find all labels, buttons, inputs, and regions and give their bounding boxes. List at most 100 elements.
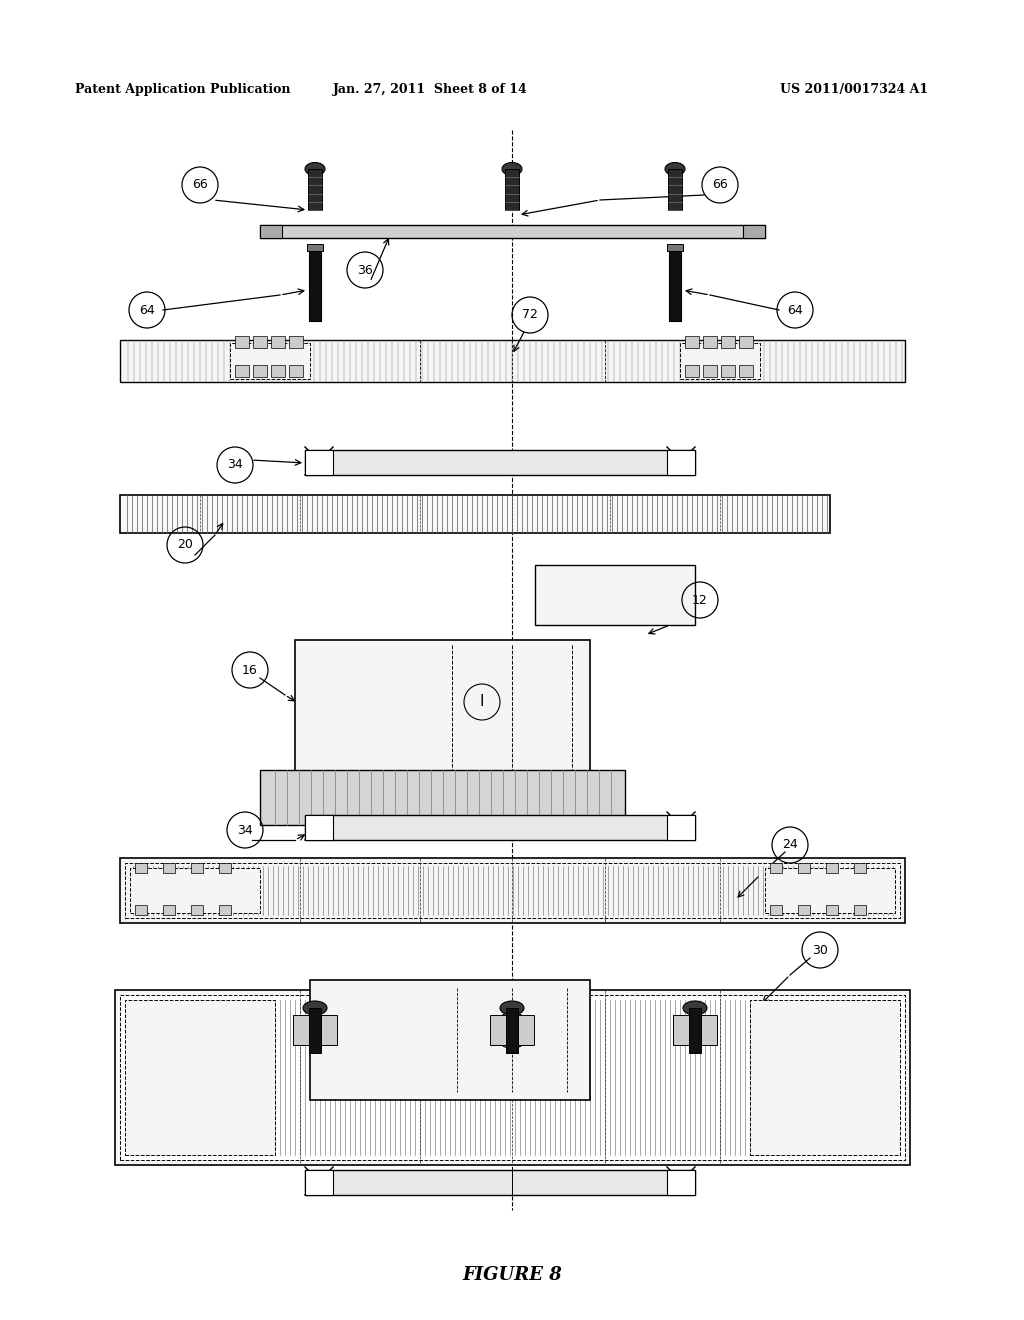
Bar — [191, 906, 203, 915]
Bar — [667, 1170, 695, 1195]
Bar — [490, 1015, 506, 1045]
Bar — [798, 863, 810, 873]
Bar — [505, 169, 519, 210]
Ellipse shape — [502, 162, 522, 176]
Text: 64: 64 — [787, 304, 803, 317]
Bar — [826, 906, 838, 915]
Bar — [535, 565, 695, 624]
Ellipse shape — [665, 162, 685, 176]
Bar — [506, 1008, 518, 1053]
Text: 24: 24 — [782, 838, 798, 851]
Bar — [289, 366, 303, 378]
Bar — [305, 814, 695, 840]
Bar — [309, 1008, 321, 1053]
Bar — [260, 224, 282, 238]
Bar — [115, 990, 910, 1166]
Bar — [293, 1015, 309, 1045]
Bar — [667, 814, 695, 840]
Text: 12: 12 — [692, 594, 708, 606]
Text: 30: 30 — [812, 944, 828, 957]
Bar — [667, 450, 695, 475]
Bar — [135, 906, 147, 915]
Ellipse shape — [683, 1001, 707, 1015]
Bar — [305, 450, 333, 475]
Bar — [669, 251, 681, 321]
Bar — [701, 1015, 717, 1045]
Bar — [260, 224, 765, 238]
Bar — [685, 366, 699, 378]
Bar — [680, 343, 760, 379]
Bar — [854, 863, 866, 873]
Bar — [750, 1001, 900, 1155]
Bar — [125, 1001, 275, 1155]
Bar — [234, 337, 249, 348]
Bar — [854, 906, 866, 915]
Bar — [219, 906, 231, 915]
Text: Jan. 27, 2011  Sheet 8 of 14: Jan. 27, 2011 Sheet 8 of 14 — [333, 83, 527, 96]
Bar — [289, 337, 303, 348]
Bar — [120, 858, 905, 923]
Bar — [309, 251, 321, 321]
Bar — [689, 1008, 701, 1053]
Bar — [130, 869, 260, 913]
Bar — [310, 979, 590, 1100]
Text: 16: 16 — [242, 664, 258, 676]
Bar — [770, 906, 782, 915]
Bar — [743, 224, 765, 238]
Bar — [826, 863, 838, 873]
Bar — [721, 337, 735, 348]
Bar — [163, 863, 175, 873]
Bar — [120, 995, 905, 1160]
Bar — [271, 366, 285, 378]
Bar — [120, 495, 830, 533]
Text: 20: 20 — [177, 539, 193, 552]
Text: 64: 64 — [139, 304, 155, 317]
Bar — [765, 869, 895, 913]
Bar — [125, 863, 900, 917]
Text: 72: 72 — [522, 309, 538, 322]
Text: 34: 34 — [227, 458, 243, 471]
Bar — [518, 1015, 534, 1045]
Bar — [305, 1170, 333, 1195]
Bar — [260, 770, 625, 825]
Text: US 2011/0017324 A1: US 2011/0017324 A1 — [780, 83, 928, 96]
Ellipse shape — [305, 162, 325, 176]
Bar — [685, 337, 699, 348]
Bar — [307, 244, 323, 251]
Bar — [721, 366, 735, 378]
Bar — [739, 366, 753, 378]
Bar — [120, 341, 905, 381]
Text: Patent Application Publication: Patent Application Publication — [75, 83, 291, 96]
Ellipse shape — [500, 1001, 524, 1015]
Ellipse shape — [303, 1001, 327, 1015]
Text: 66: 66 — [193, 178, 208, 191]
Bar — [673, 1015, 689, 1045]
Bar — [321, 1015, 337, 1045]
Bar — [253, 337, 267, 348]
Bar — [308, 169, 322, 210]
Bar — [191, 863, 203, 873]
Bar — [668, 169, 682, 210]
Bar — [219, 863, 231, 873]
Text: 34: 34 — [238, 824, 253, 837]
Text: FIGURE 8: FIGURE 8 — [462, 1266, 562, 1284]
Bar — [135, 863, 147, 873]
Bar — [253, 366, 267, 378]
Bar — [739, 337, 753, 348]
Bar — [703, 366, 717, 378]
Bar — [271, 337, 285, 348]
Bar — [234, 366, 249, 378]
Bar — [230, 343, 310, 379]
Bar — [295, 640, 590, 795]
Text: 36: 36 — [357, 264, 373, 276]
Bar — [703, 337, 717, 348]
Text: 66: 66 — [712, 178, 728, 191]
Bar — [305, 450, 695, 475]
Bar — [798, 906, 810, 915]
Bar — [305, 1170, 695, 1195]
Bar — [163, 906, 175, 915]
Bar — [305, 814, 333, 840]
Text: I: I — [480, 694, 484, 710]
Bar — [770, 863, 782, 873]
Bar — [667, 244, 683, 251]
